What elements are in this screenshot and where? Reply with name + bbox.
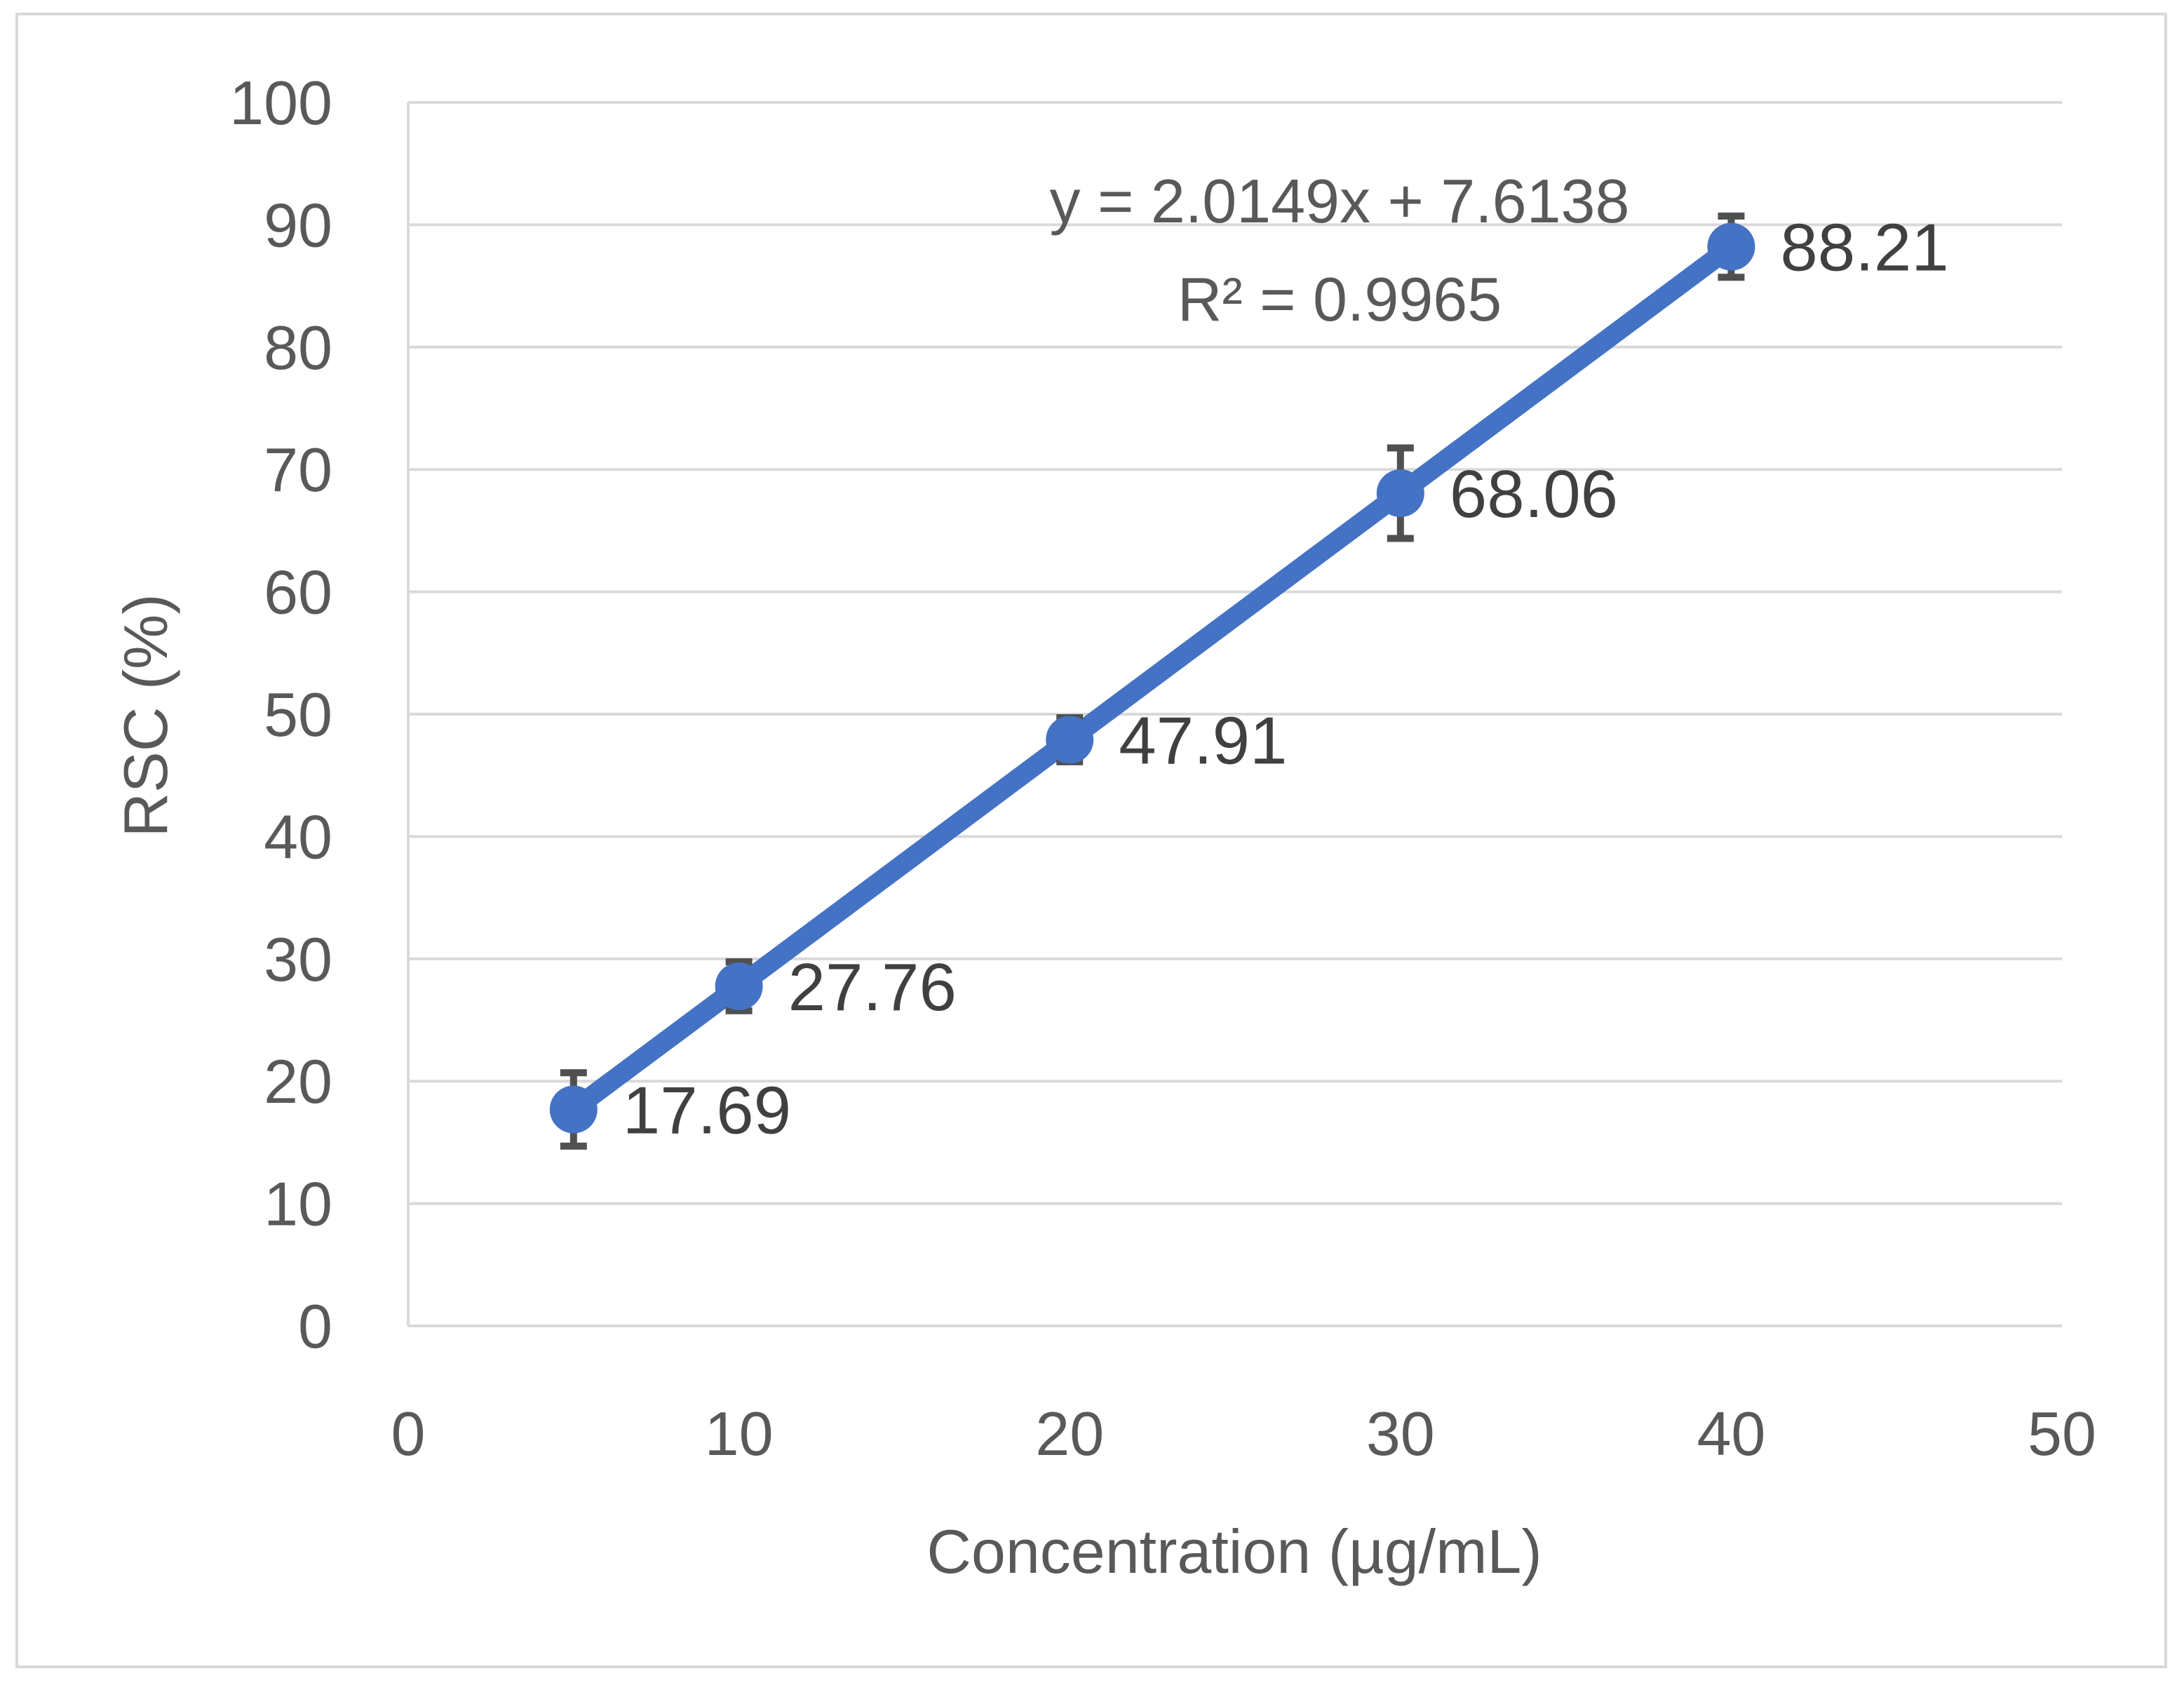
data-label: 47.91 bbox=[1119, 703, 1287, 778]
y-tick-label: 50 bbox=[264, 680, 332, 749]
y-axis-title: RSC (%) bbox=[111, 593, 180, 837]
x-tick-labels: 0 10 20 30 40 50 bbox=[391, 1399, 2096, 1468]
data-point bbox=[549, 1085, 598, 1134]
y-tick-label: 10 bbox=[264, 1169, 332, 1239]
x-tick-label: 0 bbox=[391, 1399, 426, 1468]
series-rsc bbox=[549, 213, 1755, 1150]
y-tick-labels: 0 10 20 30 40 50 60 70 80 90 100 bbox=[229, 68, 332, 1361]
x-tick-label: 20 bbox=[1035, 1399, 1104, 1468]
data-point bbox=[1376, 469, 1424, 518]
data-point bbox=[1046, 716, 1094, 764]
x-tick-label: 40 bbox=[1697, 1399, 1765, 1468]
x-tick-label: 10 bbox=[705, 1399, 774, 1468]
y-tick-label: 0 bbox=[298, 1292, 332, 1361]
y-tick-label: 60 bbox=[264, 558, 332, 627]
x-axis-title: Concentration (µg/mL) bbox=[926, 1517, 1542, 1586]
gridlines bbox=[408, 101, 2062, 1205]
data-label: 17.69 bbox=[623, 1073, 791, 1148]
y-tick-label: 100 bbox=[229, 68, 332, 138]
y-tick-label: 40 bbox=[264, 802, 332, 871]
data-label: 88.21 bbox=[1780, 210, 1948, 286]
data-label: 68.06 bbox=[1450, 457, 1618, 532]
y-tick-label: 30 bbox=[264, 925, 332, 994]
x-tick-label: 30 bbox=[1366, 1399, 1435, 1468]
data-point bbox=[715, 962, 763, 1010]
x-tick-label: 50 bbox=[2028, 1399, 2096, 1468]
y-tick-label: 20 bbox=[264, 1047, 332, 1116]
chart-frame bbox=[15, 13, 2167, 1668]
y-tick-label: 80 bbox=[264, 313, 332, 382]
data-labels: 17.69 27.76 47.91 68.06 88.21 bbox=[623, 210, 1949, 1148]
trendline-r-squared: R² = 0.9965 bbox=[1178, 264, 1502, 334]
data-label: 27.76 bbox=[788, 950, 957, 1025]
axes bbox=[407, 102, 2062, 1327]
trendline-equation: y = 2.0149x + 7.6138 bbox=[1050, 166, 1630, 236]
data-point bbox=[1707, 222, 1755, 271]
y-tick-label: 90 bbox=[264, 190, 332, 260]
y-tick-label: 70 bbox=[264, 435, 332, 504]
